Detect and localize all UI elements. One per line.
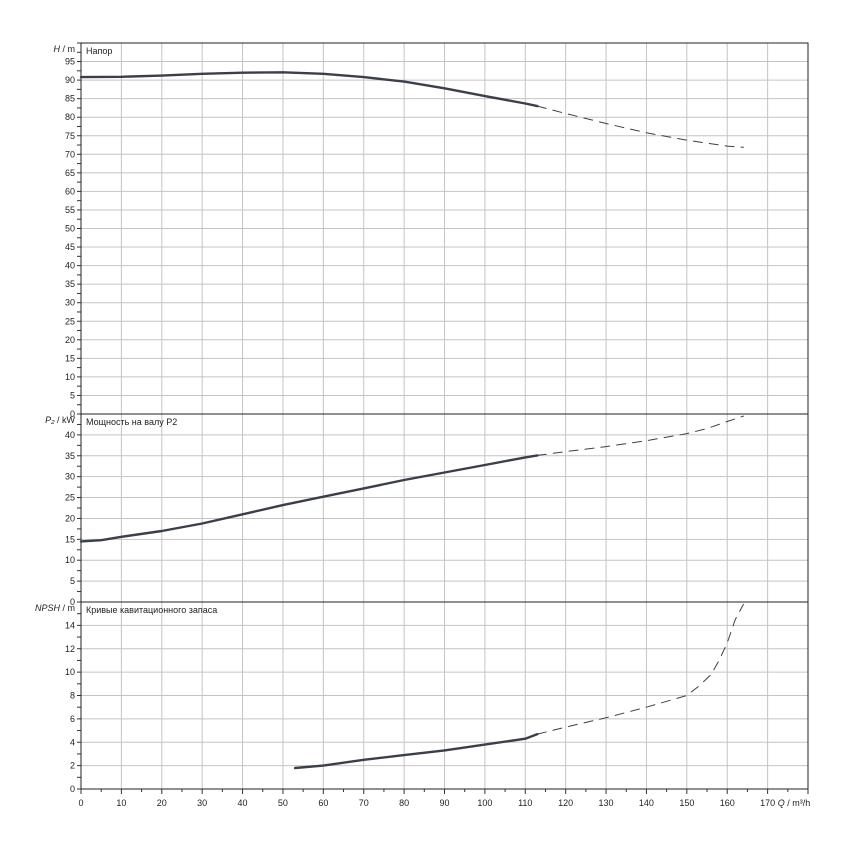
x-tick-label: 160 [720, 798, 735, 808]
x-tick-label: 40 [238, 798, 248, 808]
panel-title: Кривые кавитационного запаса [86, 605, 217, 615]
x-axis-symbol: Q [778, 798, 785, 808]
y-tick-label: 25 [65, 316, 75, 326]
y-tick-label: 12 [65, 644, 75, 654]
y-tick-label: 40 [65, 261, 75, 271]
y-tick-label: 40 [65, 430, 75, 440]
y-axis-symbol: P₂ [45, 415, 55, 425]
y-tick-label: 15 [65, 353, 75, 363]
x-tick-label: 110 [518, 798, 532, 808]
y-tick-label: 14 [65, 620, 75, 630]
x-tick-label: 130 [599, 798, 614, 808]
y-tick-label: 95 [65, 57, 75, 67]
y-tick-label: 70 [65, 149, 75, 159]
y-tick-label: 15 [65, 534, 75, 544]
x-tick-label: 20 [157, 798, 167, 808]
x-axis-label: Q / m³/h [778, 798, 811, 808]
y-tick-label: 5 [70, 390, 75, 400]
x-tick-label: 120 [558, 798, 573, 808]
y-tick-label: 20 [65, 513, 75, 523]
y-axis-label: H / m [54, 44, 76, 54]
y-tick-label: 10 [65, 667, 75, 677]
y-tick-label: 30 [65, 298, 75, 308]
x-tick-label: 50 [278, 798, 288, 808]
x-tick-label: 30 [197, 798, 207, 808]
y-tick-label: 65 [65, 168, 75, 178]
panel-title: Напор [86, 46, 112, 56]
x-tick-label: 150 [679, 798, 694, 808]
y-axis-symbol: NPSH [35, 603, 61, 613]
y-tick-label: 35 [65, 279, 75, 289]
y-tick-label: 55 [65, 205, 75, 215]
x-tick-label: 80 [399, 798, 409, 808]
y-axis-label: P₂ / kW [45, 415, 75, 425]
x-tick-label: 90 [439, 798, 449, 808]
curve-dashed-extension [536, 105, 744, 148]
curve-dashed-extension [536, 603, 744, 735]
y-tick-label: 50 [65, 224, 75, 234]
y-tick-label: 60 [65, 186, 75, 196]
y-tick-label: 8 [70, 691, 75, 701]
x-tick-label: 170 [760, 798, 775, 808]
y-tick-label: 45 [65, 242, 75, 252]
x-tick-label: 10 [116, 798, 126, 808]
x-tick-label: 70 [359, 798, 369, 808]
x-tick-label: 0 [78, 798, 83, 808]
x-tick-label: 140 [639, 798, 654, 808]
y-tick-label: 0 [70, 409, 75, 419]
y-tick-label: 30 [65, 472, 75, 482]
y-tick-label: 2 [70, 761, 75, 771]
y-axis-unit: / m [60, 603, 75, 613]
curve-solid [79, 454, 539, 543]
y-tick-label: 85 [65, 94, 75, 104]
y-tick-label: 10 [65, 555, 75, 565]
y-tick-label: 0 [70, 597, 75, 607]
curve-solid [79, 71, 539, 108]
y-tick-label: 0 [70, 784, 75, 794]
y-axis-symbol: H [54, 44, 61, 54]
y-tick-label: 25 [65, 493, 75, 503]
x-tick-label: 100 [477, 798, 492, 808]
y-tick-label: 20 [65, 335, 75, 345]
panel-title: Мощность на валу P2 [86, 417, 177, 427]
y-tick-label: 35 [65, 451, 75, 461]
y-tick-label: 80 [65, 112, 75, 122]
x-tick-label: 60 [318, 798, 328, 808]
y-axis-unit: / m [60, 44, 75, 54]
y-tick-label: 5 [70, 576, 75, 586]
y-axis-label: NPSH / m [35, 603, 75, 613]
y-tick-label: 6 [70, 714, 75, 724]
y-tick-label: 10 [65, 372, 75, 382]
x-axis-unit: / m³/h [785, 798, 811, 808]
y-axis-unit: / kW [55, 415, 76, 425]
curve-dashed-extension [536, 415, 744, 456]
y-tick-label: 75 [65, 131, 75, 141]
curve-solid [293, 732, 539, 770]
y-tick-label: 90 [65, 75, 75, 85]
y-tick-label: 4 [70, 737, 75, 747]
